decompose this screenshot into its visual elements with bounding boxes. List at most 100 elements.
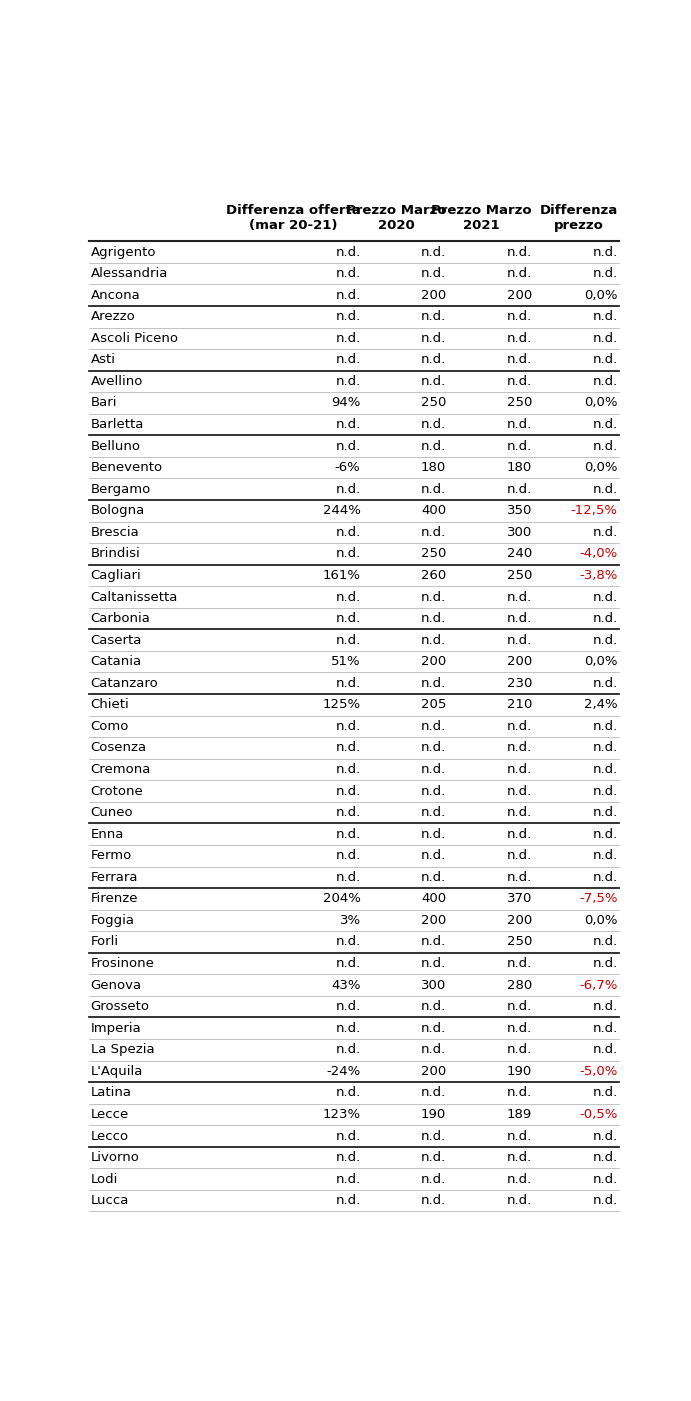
Text: -6,7%: -6,7% — [579, 978, 618, 992]
Text: Enna: Enna — [91, 828, 124, 841]
Text: 250: 250 — [507, 396, 532, 409]
Text: 205: 205 — [421, 698, 446, 712]
Text: Fermo: Fermo — [91, 849, 132, 862]
Text: n.d.: n.d. — [592, 483, 618, 496]
Text: n.d.: n.d. — [507, 720, 532, 733]
Text: n.d.: n.d. — [335, 1000, 361, 1013]
Text: n.d.: n.d. — [421, 353, 446, 366]
Text: 350: 350 — [507, 504, 532, 517]
Text: n.d.: n.d. — [592, 332, 618, 345]
Text: n.d.: n.d. — [335, 828, 361, 841]
Text: 300: 300 — [421, 978, 446, 992]
Text: n.d.: n.d. — [335, 1152, 361, 1164]
Text: n.d.: n.d. — [592, 1000, 618, 1013]
Text: Lecce: Lecce — [91, 1108, 129, 1121]
Text: Catania: Catania — [91, 656, 142, 668]
Text: n.d.: n.d. — [421, 936, 446, 948]
Text: n.d.: n.d. — [592, 957, 618, 969]
Text: 300: 300 — [507, 525, 532, 539]
Text: n.d.: n.d. — [592, 720, 618, 733]
Text: 200: 200 — [421, 289, 446, 301]
Text: Crotone: Crotone — [91, 785, 143, 797]
Text: n.d.: n.d. — [421, 849, 446, 862]
Text: 200: 200 — [421, 1065, 446, 1077]
Text: 260: 260 — [421, 569, 446, 581]
Text: Chieti: Chieti — [91, 698, 129, 712]
Text: 200: 200 — [507, 913, 532, 927]
Text: n.d.: n.d. — [507, 1021, 532, 1035]
Text: 0,0%: 0,0% — [584, 396, 618, 409]
Text: n.d.: n.d. — [335, 1044, 361, 1056]
Text: -4,0%: -4,0% — [580, 548, 618, 560]
Text: 400: 400 — [422, 892, 446, 905]
Text: n.d.: n.d. — [592, 268, 618, 280]
Text: Latina: Latina — [91, 1086, 131, 1100]
Text: Arezzo: Arezzo — [91, 310, 135, 324]
Text: n.d.: n.d. — [507, 1173, 532, 1185]
Text: n.d.: n.d. — [335, 268, 361, 280]
Text: n.d.: n.d. — [507, 828, 532, 841]
Text: 280: 280 — [507, 978, 532, 992]
Text: n.d.: n.d. — [335, 1194, 361, 1208]
Text: n.d.: n.d. — [592, 440, 618, 453]
Text: Genova: Genova — [91, 978, 142, 992]
Text: n.d.: n.d. — [335, 677, 361, 689]
Text: 240: 240 — [507, 548, 532, 560]
Text: 190: 190 — [507, 1065, 532, 1077]
Text: n.d.: n.d. — [592, 1086, 618, 1100]
Text: n.d.: n.d. — [507, 849, 532, 862]
Text: n.d.: n.d. — [335, 310, 361, 324]
Text: n.d.: n.d. — [335, 548, 361, 560]
Text: n.d.: n.d. — [335, 871, 361, 884]
Text: n.d.: n.d. — [421, 957, 446, 969]
Text: n.d.: n.d. — [592, 1021, 618, 1035]
Text: n.d.: n.d. — [507, 245, 532, 259]
Text: 161%: 161% — [323, 569, 361, 581]
Text: n.d.: n.d. — [507, 310, 532, 324]
Text: Catanzaro: Catanzaro — [91, 677, 158, 689]
Text: n.d.: n.d. — [335, 1173, 361, 1185]
Text: n.d.: n.d. — [592, 806, 618, 820]
Text: Brescia: Brescia — [91, 525, 140, 539]
Text: n.d.: n.d. — [335, 957, 361, 969]
Text: 190: 190 — [421, 1108, 446, 1121]
Text: 125%: 125% — [323, 698, 361, 712]
Text: 180: 180 — [507, 461, 532, 474]
Text: Ancona: Ancona — [91, 289, 140, 301]
Text: n.d.: n.d. — [421, 741, 446, 754]
Text: n.d.: n.d. — [335, 483, 361, 496]
Text: n.d.: n.d. — [421, 245, 446, 259]
Text: 3%: 3% — [339, 913, 361, 927]
Text: Lucca: Lucca — [91, 1194, 129, 1208]
Text: -24%: -24% — [326, 1065, 361, 1077]
Text: n.d.: n.d. — [507, 1152, 532, 1164]
Text: n.d.: n.d. — [335, 332, 361, 345]
Text: n.d.: n.d. — [592, 1044, 618, 1056]
Text: n.d.: n.d. — [421, 375, 446, 388]
Text: n.d.: n.d. — [335, 1086, 361, 1100]
Text: n.d.: n.d. — [507, 375, 532, 388]
Text: La Spezia: La Spezia — [91, 1044, 154, 1056]
Text: n.d.: n.d. — [592, 764, 618, 776]
Text: n.d.: n.d. — [421, 332, 446, 345]
Text: n.d.: n.d. — [507, 353, 532, 366]
Text: -6%: -6% — [335, 461, 361, 474]
Text: n.d.: n.d. — [421, 785, 446, 797]
Text: n.d.: n.d. — [421, 720, 446, 733]
Text: Belluno: Belluno — [91, 440, 140, 453]
Text: n.d.: n.d. — [507, 268, 532, 280]
Text: Imperia: Imperia — [91, 1021, 142, 1035]
Text: n.d.: n.d. — [592, 1194, 618, 1208]
Text: n.d.: n.d. — [335, 785, 361, 797]
Text: -7,5%: -7,5% — [579, 892, 618, 905]
Text: n.d.: n.d. — [335, 289, 361, 301]
Text: Agrigento: Agrigento — [91, 245, 156, 259]
Text: n.d.: n.d. — [507, 1129, 532, 1142]
Text: n.d.: n.d. — [335, 1129, 361, 1142]
Text: n.d.: n.d. — [507, 785, 532, 797]
Text: 123%: 123% — [323, 1108, 361, 1121]
Text: n.d.: n.d. — [421, 633, 446, 647]
Text: Cagliari: Cagliari — [91, 569, 142, 581]
Text: 244%: 244% — [323, 504, 361, 517]
Text: n.d.: n.d. — [335, 806, 361, 820]
